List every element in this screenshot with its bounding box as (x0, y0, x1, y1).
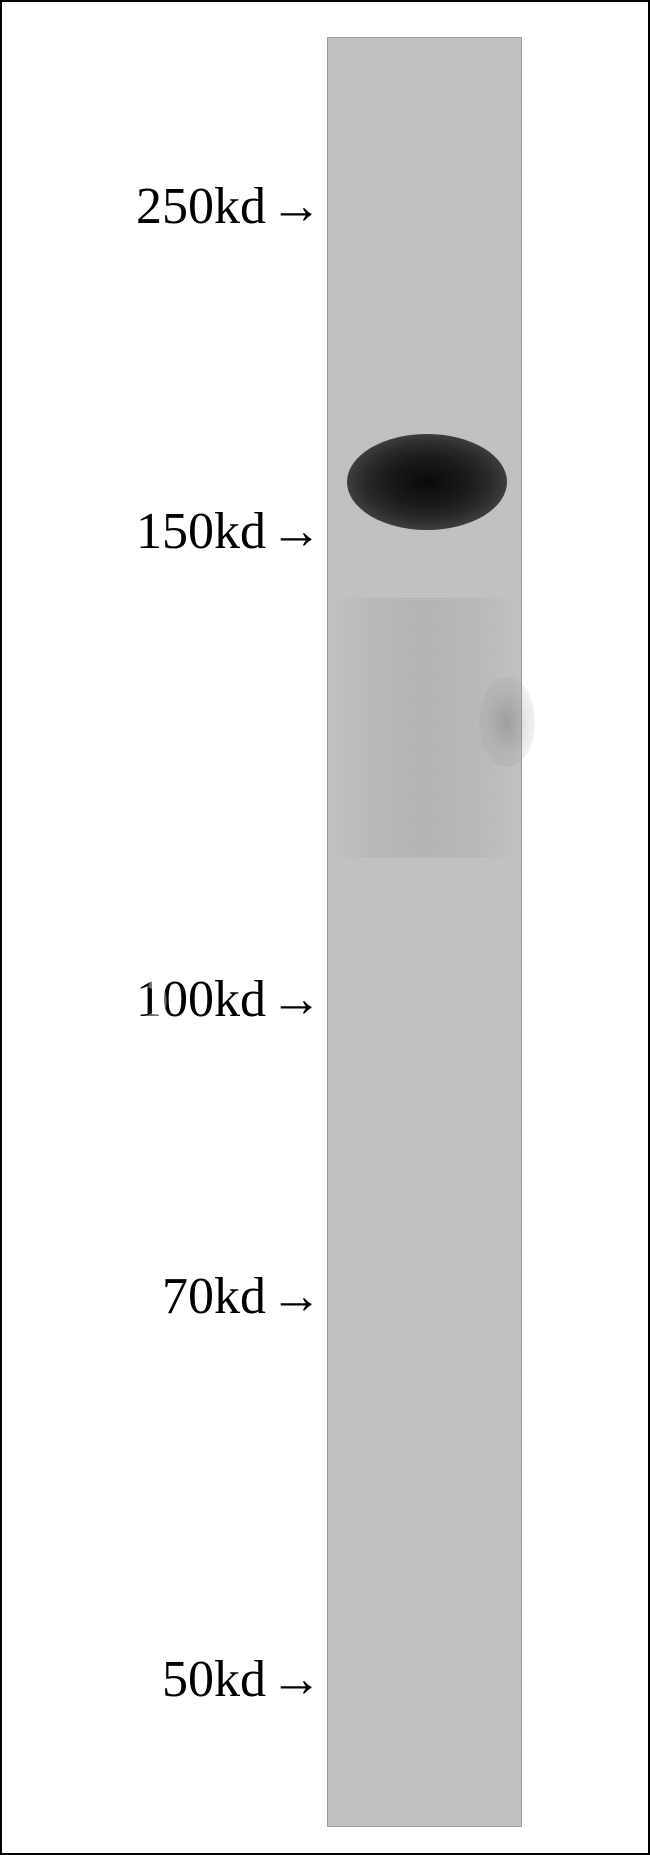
marker-50kd: 50kd → (32, 1650, 322, 1709)
blot-container: 250kd → 150kd → 100kd → 70kd → 50kd → WW… (0, 0, 650, 1855)
arrow-icon: → (270, 1267, 322, 1326)
blot-lane (327, 37, 522, 1827)
lane-noise (328, 38, 521, 1826)
marker-label-text: 250kd (136, 177, 266, 236)
marker-150kd: 150kd → (32, 502, 322, 561)
watermark-text: WWW.PTGLAB.COM (97, 202, 184, 1662)
marker-label-text: 100kd (136, 970, 266, 1029)
arrow-icon: → (270, 177, 322, 236)
arrow-icon: → (270, 970, 322, 1029)
marker-100kd: 100kd → (32, 970, 322, 1029)
arrow-icon: → (270, 502, 322, 561)
marker-label-text: 70kd (162, 1267, 266, 1326)
arrow-icon: → (270, 1650, 322, 1709)
marker-70kd: 70kd → (32, 1267, 322, 1326)
protein-band-main (347, 434, 507, 530)
marker-label-text: 50kd (162, 1650, 266, 1709)
marker-250kd: 250kd → (32, 177, 322, 236)
marker-label-text: 150kd (136, 502, 266, 561)
lane-smudge-1 (479, 677, 535, 767)
